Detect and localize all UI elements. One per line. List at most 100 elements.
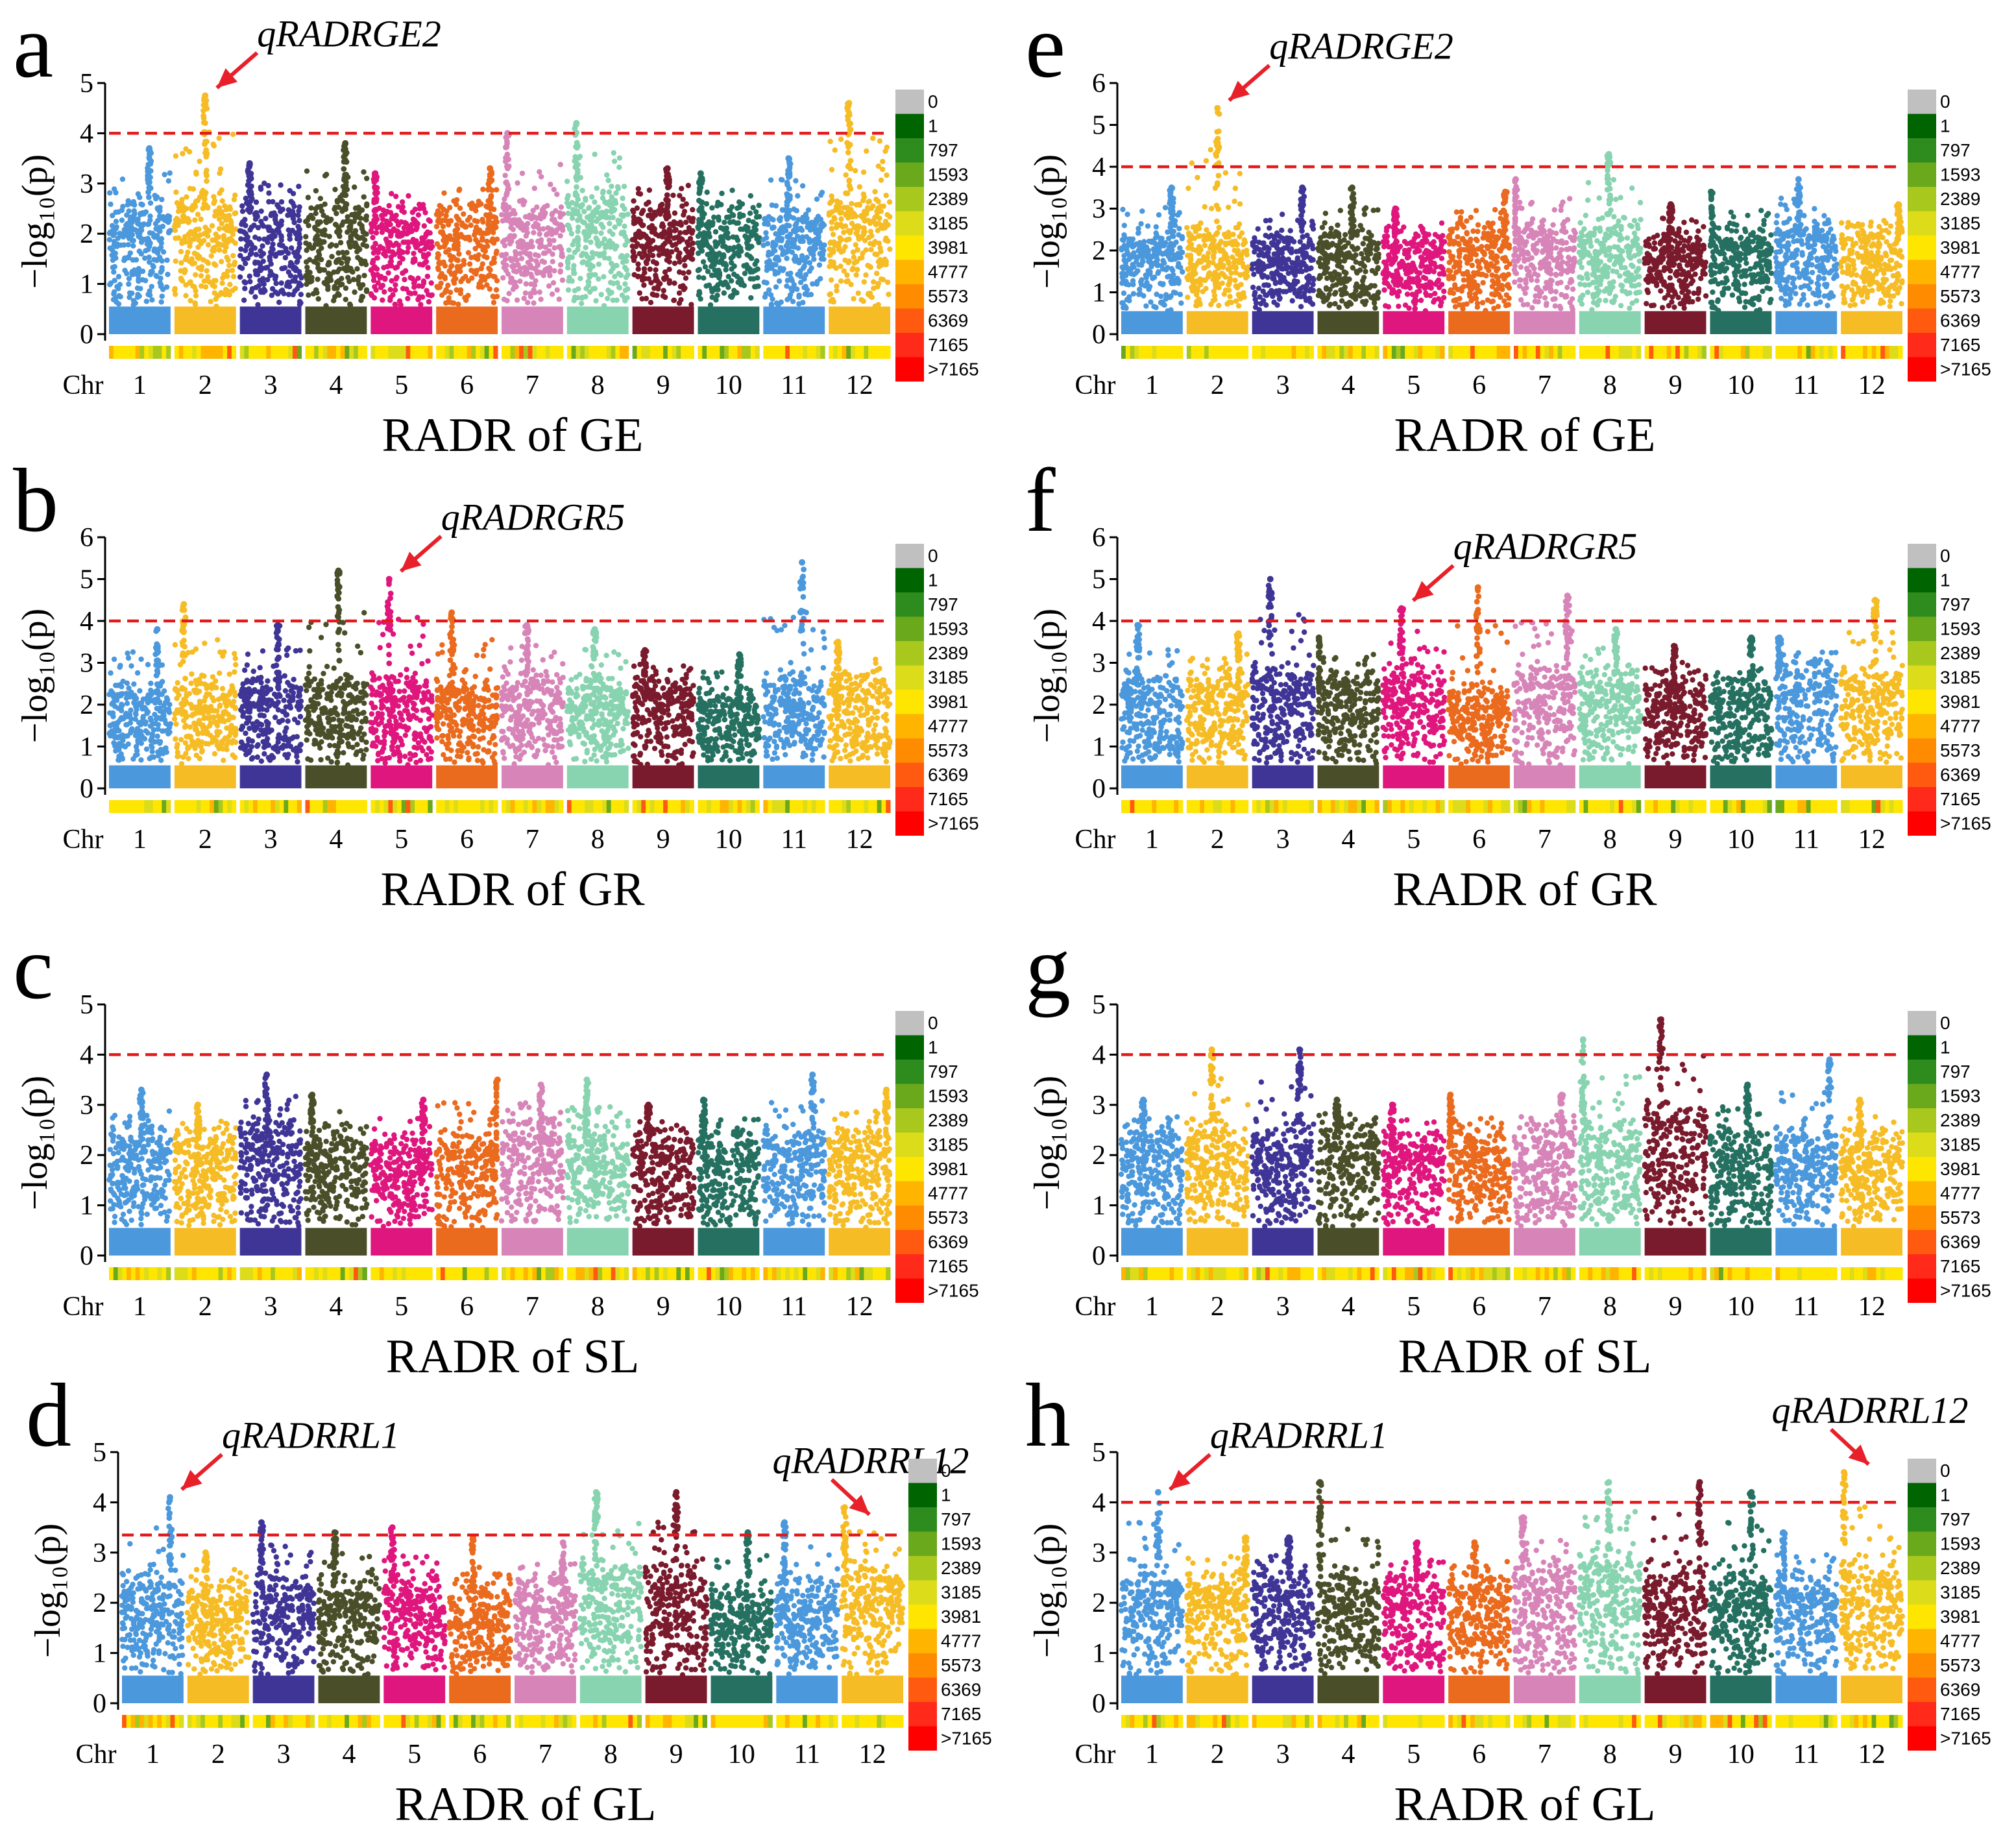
point-a-4-212 <box>337 234 342 239</box>
point-a-1-154 <box>148 200 153 206</box>
point-a-1-248 <box>155 247 160 252</box>
point-a-1-231 <box>164 284 169 289</box>
point-a-4-206 <box>313 226 318 231</box>
point-a-1-244 <box>135 285 140 291</box>
point-a-2-249 <box>230 132 236 137</box>
point-a-4-191 <box>339 260 344 265</box>
point-a-3-148 <box>266 190 271 195</box>
point-a-3-118 <box>278 209 283 214</box>
point-a-4-252 <box>354 243 359 248</box>
point-a-1-252 <box>157 213 162 219</box>
point-a-4-209 <box>335 278 341 284</box>
point-a-1-43 <box>161 249 166 254</box>
point-a-3-228 <box>237 274 243 280</box>
point-a-4-238 <box>305 217 310 223</box>
point-a-2-154 <box>193 288 198 293</box>
point-a-4-202 <box>347 302 352 307</box>
point-a-2-237 <box>211 200 216 206</box>
point-a-1-144 <box>137 195 142 200</box>
point-a-3-244 <box>249 289 254 295</box>
point-a-1-234 <box>118 232 123 237</box>
point-a-3-66 <box>289 245 294 250</box>
point-a-4-83 <box>334 243 339 248</box>
point-a-3-42 <box>296 184 301 189</box>
point-a-3-11 <box>297 218 302 223</box>
point-a-1-246 <box>129 220 134 225</box>
point-a-1-189 <box>141 222 147 227</box>
point-a-2-41 <box>199 273 204 278</box>
point-a-3-9 <box>258 208 263 213</box>
point-a-4-201 <box>361 169 366 175</box>
point-a-5-27 <box>387 287 393 292</box>
point-a-2-91 <box>196 265 201 271</box>
point-a-2-28 <box>217 217 222 222</box>
point-a-2-131 <box>216 136 221 141</box>
point-a-1-192 <box>119 217 125 223</box>
point-a-3-167 <box>278 289 284 294</box>
point-a-4-244 <box>332 294 337 299</box>
point-a-4-254 <box>305 269 310 274</box>
point-a-2-241 <box>218 166 223 171</box>
point-a-4-197 <box>357 209 362 214</box>
point-a-2-255 <box>187 280 192 285</box>
point-a-4-145 <box>343 285 348 291</box>
point-a-4-189 <box>360 242 365 247</box>
point-a-3-171 <box>258 186 263 191</box>
point-a-3-113 <box>278 280 284 285</box>
chr-base-block-a-2 <box>175 306 236 334</box>
point-a-4-249 <box>346 256 351 261</box>
point-a-2-159 <box>173 228 178 233</box>
point-a-3-229 <box>267 228 273 233</box>
point-a-3-183 <box>279 199 284 204</box>
peak-point-a-3-27 <box>249 184 254 189</box>
point-a-2-112 <box>212 143 217 148</box>
point-a-3-247 <box>287 236 293 241</box>
point-a-4-156 <box>313 211 318 216</box>
point-a-1-184 <box>107 190 112 195</box>
point-a-4-228 <box>306 243 311 249</box>
max-point-a-2 <box>202 92 208 99</box>
point-a-3-149 <box>254 199 259 204</box>
point-a-2-141 <box>222 249 227 254</box>
point-a-3-252 <box>263 265 268 271</box>
point-a-4-220 <box>333 222 338 227</box>
point-a-3-239 <box>253 217 258 222</box>
point-a-4-9 <box>364 176 369 181</box>
point-a-3-233 <box>261 237 267 242</box>
peak-point-a-2-21 <box>202 141 208 147</box>
point-a-2-153 <box>216 234 221 239</box>
point-a-1-160 <box>153 226 158 231</box>
point-a-2-211 <box>180 239 185 244</box>
point-a-2-246 <box>212 278 217 284</box>
point-a-2-251 <box>172 287 177 293</box>
point-a-3-257 <box>290 292 295 297</box>
point-a-1-207 <box>127 276 132 281</box>
point-a-1-165 <box>112 289 117 295</box>
peak-point-a-4-24 <box>344 187 350 193</box>
point-a-4-163 <box>358 298 363 303</box>
point-a-3-184 <box>273 254 278 259</box>
point-a-4-256 <box>322 281 328 286</box>
point-a-4-258 <box>322 201 327 206</box>
point-a-4-230 <box>361 229 366 234</box>
peak-point-a-2-7 <box>200 113 206 119</box>
point-a-2-88 <box>210 237 215 243</box>
point-a-4-242 <box>345 263 350 269</box>
point-a-2-220 <box>210 248 215 253</box>
point-a-2-239 <box>225 274 230 279</box>
point-a-4-218 <box>315 241 321 247</box>
point-a-2-147 <box>180 151 185 156</box>
point-a-4-180 <box>317 252 322 258</box>
point-a-2-259 <box>202 230 208 236</box>
point-a-1-256 <box>112 264 117 269</box>
point-a-2-226 <box>173 189 178 195</box>
point-a-2-209 <box>223 214 228 219</box>
point-a-2-194 <box>197 158 202 164</box>
point-a-2-215 <box>227 282 232 287</box>
point-a-1-162 <box>114 219 119 224</box>
point-a-4-39 <box>306 293 311 298</box>
point-a-1-110 <box>158 269 164 274</box>
point-a-3-139 <box>276 300 282 305</box>
point-a-1-63 <box>150 269 155 274</box>
point-a-2-198 <box>185 216 190 221</box>
